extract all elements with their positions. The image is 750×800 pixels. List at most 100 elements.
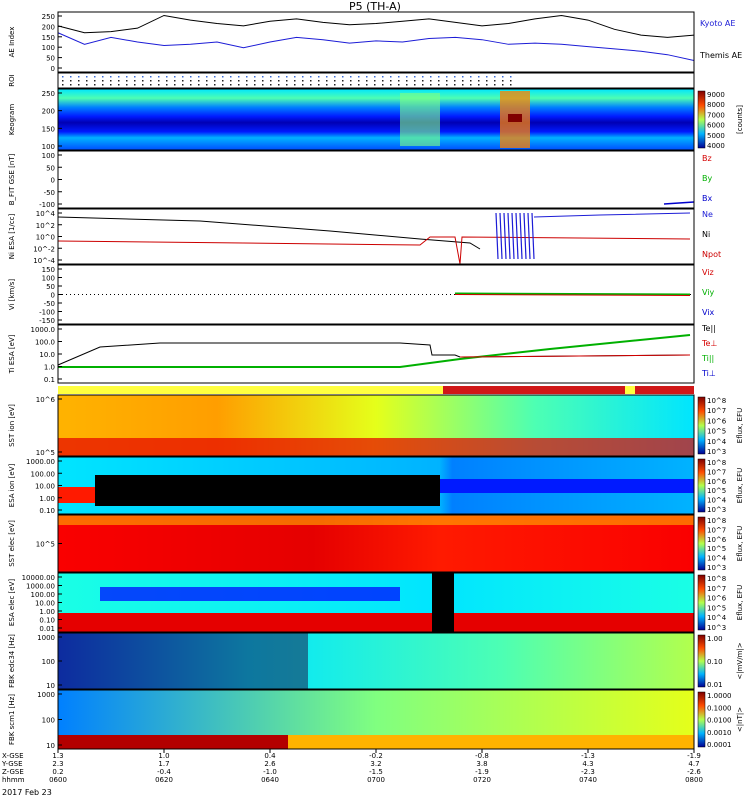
y-axis-label: B_FIT GSE [nT] [8,153,16,205]
y-tick-label: 1.00 [39,495,55,503]
colorbar-label: Eflux, EFU [736,585,744,620]
legend-label: By [702,174,712,183]
roi-mark [62,84,64,86]
spectrogram-band [440,479,694,493]
y-tick-label: 10^-4 [33,257,55,265]
roi-mark [166,80,168,82]
y-tick-label: 100 [42,717,55,725]
roi-mark [318,80,320,82]
ae-panel [57,11,695,73]
roi-mark [382,84,384,86]
roi-mark [78,76,80,78]
roi-mark [366,80,368,82]
series-line [531,212,535,260]
colorbar-label: Eflux, EFU [736,408,744,443]
ephemeris-value: 0700 [367,776,385,784]
ephemeris-value: -1.5 [369,768,383,776]
roi-mark [94,80,96,82]
status-bar-yellow [625,386,635,394]
colorbar-tick-label: 10^8 [707,575,726,583]
y-tick-label: 10.00 [35,600,55,608]
roi-mark [142,76,144,78]
colorbar-tick-label: 0.1000 [707,704,732,712]
roi-mark [222,76,224,78]
ephemeris-value: 0740 [579,776,597,784]
y-tick-label: 1000.00 [26,583,55,591]
y-tick-label: 1.0 [44,364,55,372]
roi-mark [142,84,144,86]
roi-mark [406,76,408,78]
roi-mark [462,76,464,78]
roi-mark [270,80,272,82]
roi-mark [182,76,184,78]
roi-mark [438,80,440,82]
roi-mark [142,80,144,82]
series-line [503,212,507,260]
spectrogram-band [288,735,694,749]
roi-mark [278,76,280,78]
roi-mark [86,80,88,82]
ephemeris-value: 0720 [473,776,491,784]
colorbar-tick-label: 10^4 [707,438,727,446]
roi-mark [342,84,344,86]
roi-mark [510,80,512,82]
y-tick-label: 250 [42,13,55,21]
colorbar-tick-label: 10^4 [707,497,727,505]
y-tick-label: 1000 [37,634,55,642]
roi-mark [278,84,280,86]
ephemeris-row-label: hhmm [2,776,25,784]
roi-mark [470,80,472,82]
spectrogram-band [58,633,308,689]
roi-mark [454,84,456,86]
roi-mark [214,80,216,82]
roi-mark [462,84,464,86]
y-tick-label: -50 [44,189,55,197]
roi-mark [62,76,64,78]
roi-mark [78,80,80,82]
colorbar-tick-label: 1.0000 [707,692,732,700]
roi-mark [294,80,296,82]
y-tick-label: 100 [42,275,55,283]
roi-mark [414,76,416,78]
roi-mark [94,76,96,78]
ephemeris-value: -1.0 [263,768,277,776]
keogram-image [58,89,694,150]
roi-mark [150,84,152,86]
y-tick-label: 150 [42,34,55,42]
roi-mark [150,76,152,78]
roi-mark [422,80,424,82]
roi-mark [190,84,192,86]
roi-mark [190,80,192,82]
ephemeris-row-label: Y-GSE [1,760,23,768]
colorbar [697,634,706,688]
colorbar-tick-label: 9000 [707,91,725,99]
colorbar [697,458,706,513]
roi-mark [446,80,448,82]
legend-label: Viz [702,268,714,277]
legend-label: Bz [702,154,712,163]
roi-mark [318,84,320,86]
date-label: 2017 Feb 23 [2,788,52,797]
roi-mark [358,84,360,86]
colorbar [697,516,706,571]
colorbar-tick-label: 10^5 [707,604,726,612]
roi-mark [278,80,280,82]
colorbar-tick-label: 0.0010 [707,729,732,737]
ephemeris-value: 0640 [261,776,279,784]
y-tick-label: 10 [46,742,55,750]
colorbar-tick-label: 8000 [707,101,725,109]
series-line [57,342,691,366]
roi-mark [286,80,288,82]
roi-mark [198,84,200,86]
roi-mark [214,76,216,78]
ephemeris-value: -1.3 [581,752,595,760]
y-tick-label: 100 [42,143,55,151]
roi-mark [230,76,232,78]
ephemeris-value: -1.9 [475,768,489,776]
colorbar-tick-label: 10^3 [707,506,726,514]
roi-mark [110,76,112,78]
sst-ion-panel [57,394,695,457]
roi-mark [286,76,288,78]
roi-mark [326,80,328,82]
